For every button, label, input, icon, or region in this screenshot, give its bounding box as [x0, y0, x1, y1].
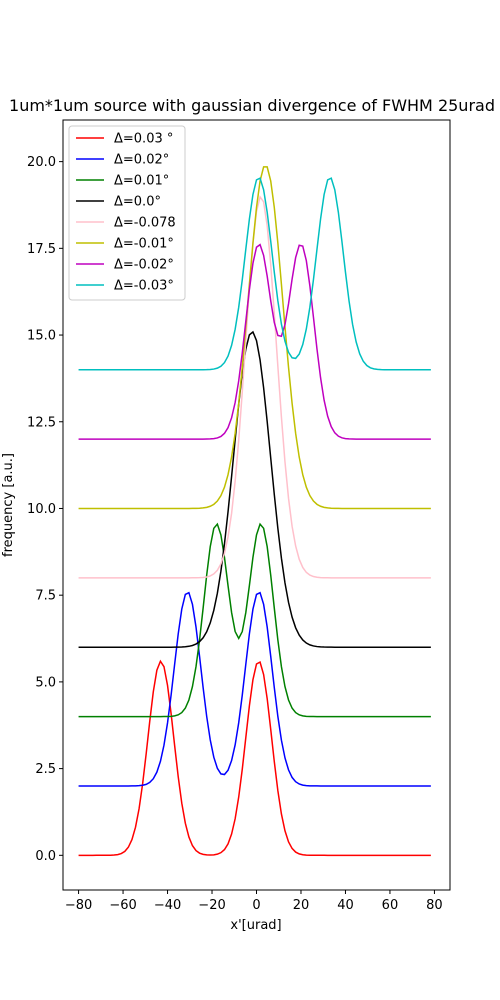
- x-tick-label: 80: [426, 898, 443, 913]
- x-tick-label: −20: [198, 898, 225, 913]
- legend-entry-1: Δ=0.03 °: [114, 132, 173, 147]
- x-tick-label: −60: [109, 898, 136, 913]
- y-tick-label: 2.5: [35, 762, 56, 777]
- legend-entry-6: Δ=-0.01°: [114, 237, 174, 252]
- y-tick-label: 0.0: [35, 849, 56, 864]
- y-tick-label: 10.0: [27, 502, 56, 517]
- legend: Δ=0.03 ° Δ=0.02° Δ=0.01° Δ=0.0° Δ=-0.078 Δ=-0…: [68, 125, 186, 301]
- x-axis: −80 −60 −40 −20 0 20 40 60 80: [65, 890, 443, 913]
- y-tick-label: 7.5: [35, 589, 56, 604]
- y-tick-label: 20.0: [27, 155, 56, 170]
- x-axis-label: x'[urad]: [230, 918, 281, 933]
- x-tick-label: 40: [337, 898, 354, 913]
- x-tick-label: 20: [293, 898, 310, 913]
- series-line-3: [78, 522, 431, 718]
- chart-title: 1um*1um source with gaussian divergence …: [9, 96, 495, 115]
- y-tick-label: 12.5: [27, 415, 56, 430]
- legend-entry-2: Δ=0.02°: [114, 153, 169, 168]
- legend-entry-7: Δ=-0.02°: [114, 258, 174, 273]
- y-axis-label: frequency [a.u.]: [1, 453, 16, 557]
- x-tick-label: −40: [154, 898, 181, 913]
- x-tick-label: −80: [65, 898, 92, 913]
- series-line-6: [78, 166, 431, 510]
- series-line-2: [78, 591, 431, 787]
- series-line-4: [78, 330, 431, 648]
- legend-entry-3: Δ=0.01°: [114, 174, 169, 189]
- y-tick-label: 15.0: [27, 329, 56, 344]
- y-tick-label: 17.5: [27, 242, 56, 257]
- legend-entry-5: Δ=-0.078: [114, 216, 176, 231]
- x-tick-label: 60: [382, 898, 399, 913]
- series-layer: [78, 166, 431, 857]
- y-axis: 0.0 2.5 5.0 7.5 10.0 12.5 15.0 17.5 20.0: [27, 155, 63, 864]
- series-line-7: [78, 243, 431, 440]
- legend-entry-4: Δ=0.0°: [114, 195, 161, 210]
- series-line-1: [78, 659, 431, 857]
- y-tick-label: 5.0: [35, 675, 56, 690]
- series-line-8: [78, 177, 431, 371]
- legend-entry-8: Δ=-0.03°: [114, 279, 174, 294]
- x-tick-label: 0: [252, 898, 260, 913]
- legend-box: [68, 125, 186, 301]
